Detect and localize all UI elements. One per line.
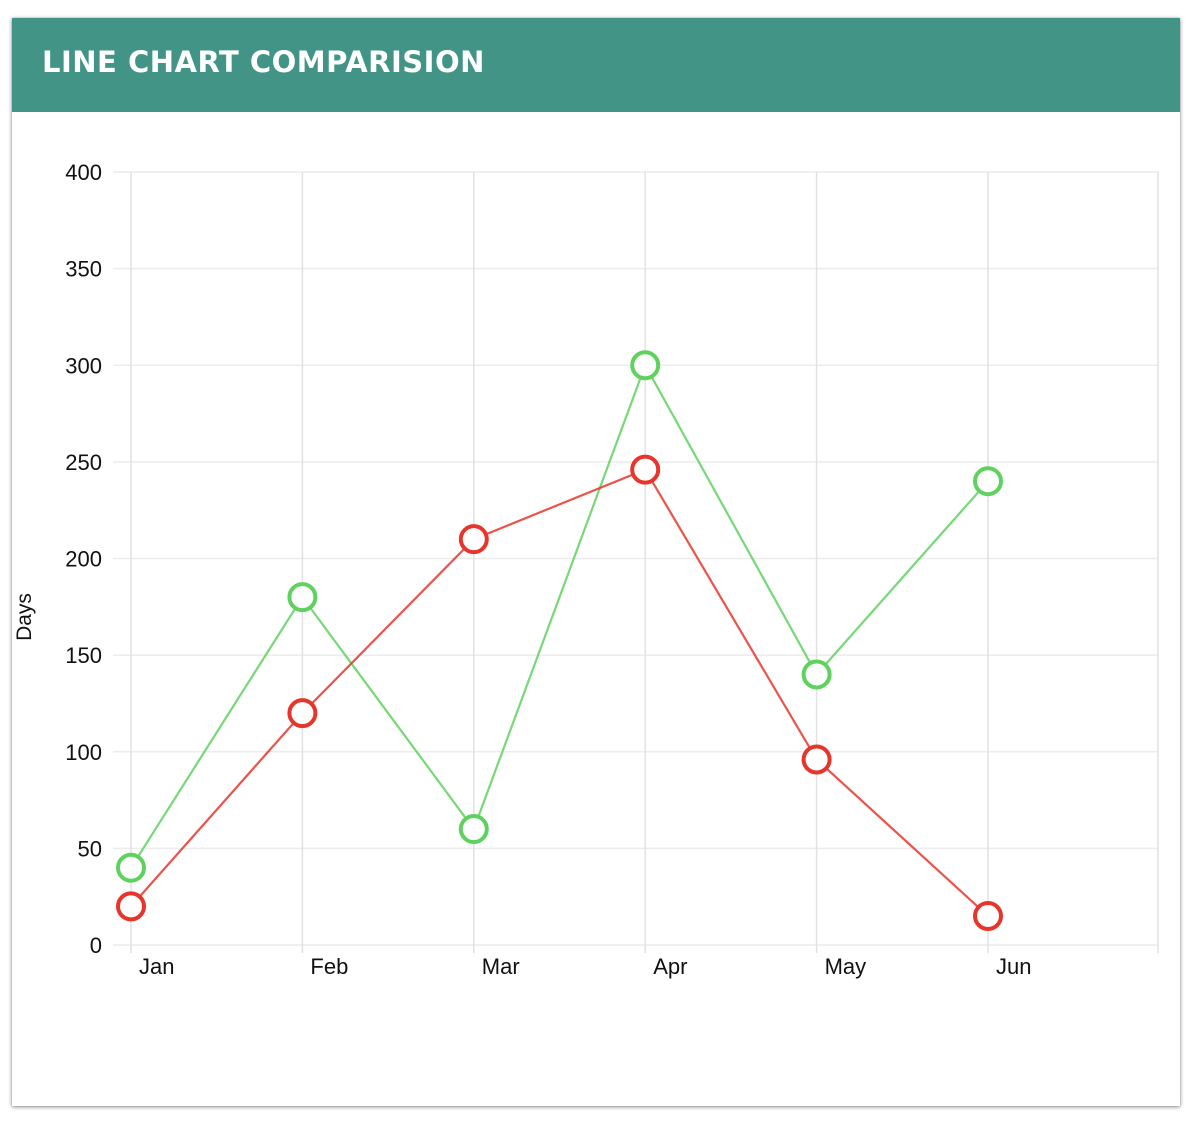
- x-tick-label: Jan: [139, 954, 174, 979]
- series-1-point: [973, 466, 1003, 497]
- series-line-1: [130, 362, 989, 869]
- series-1-point: [458, 814, 489, 845]
- y-tick-label: 350: [65, 257, 102, 282]
- card-title: LINE CHART COMPARISION: [42, 45, 485, 79]
- y-tick-label: 200: [65, 547, 102, 572]
- series-1-point: [287, 582, 318, 613]
- series-line-2: [130, 468, 989, 917]
- series-2-point: [801, 744, 832, 775]
- series-1-point: [630, 350, 661, 381]
- grid-lines: [113, 171, 1159, 953]
- y-tick-label: 150: [65, 643, 102, 668]
- series-2-point: [287, 698, 318, 729]
- y-tick-label: 50: [78, 836, 102, 861]
- x-tick-label: May: [825, 954, 867, 979]
- series-2-point: [630, 454, 661, 485]
- series-1-point: [116, 852, 146, 883]
- series-2-point: [116, 891, 146, 922]
- y-tick-label: 300: [65, 353, 102, 378]
- card-header: LINE CHART COMPARISION: [12, 18, 1180, 112]
- x-tick-label: Feb: [310, 954, 348, 979]
- series-lines: [116, 350, 1003, 932]
- series-1-point: [801, 659, 832, 690]
- series-2-point: [973, 901, 1003, 932]
- x-tick-label: Mar: [482, 954, 520, 979]
- x-tick-label: Apr: [653, 954, 687, 979]
- y-axis-label: Days: [13, 593, 36, 641]
- x-tick-label: Jun: [996, 954, 1031, 979]
- y-tick-label: 0: [90, 933, 102, 958]
- x-axis-ticks: Jan Feb Mar Apr May Jun: [139, 954, 1031, 979]
- y-tick-label: 400: [65, 160, 102, 185]
- y-tick-label: 250: [65, 450, 102, 475]
- series-2-point: [458, 524, 489, 555]
- y-tick-label: 100: [65, 740, 102, 765]
- chart-card: LINE CHART COMPARISION: [12, 18, 1180, 1106]
- y-axis-ticks: 0 50 100 150 200 250 300 350 400: [65, 160, 102, 958]
